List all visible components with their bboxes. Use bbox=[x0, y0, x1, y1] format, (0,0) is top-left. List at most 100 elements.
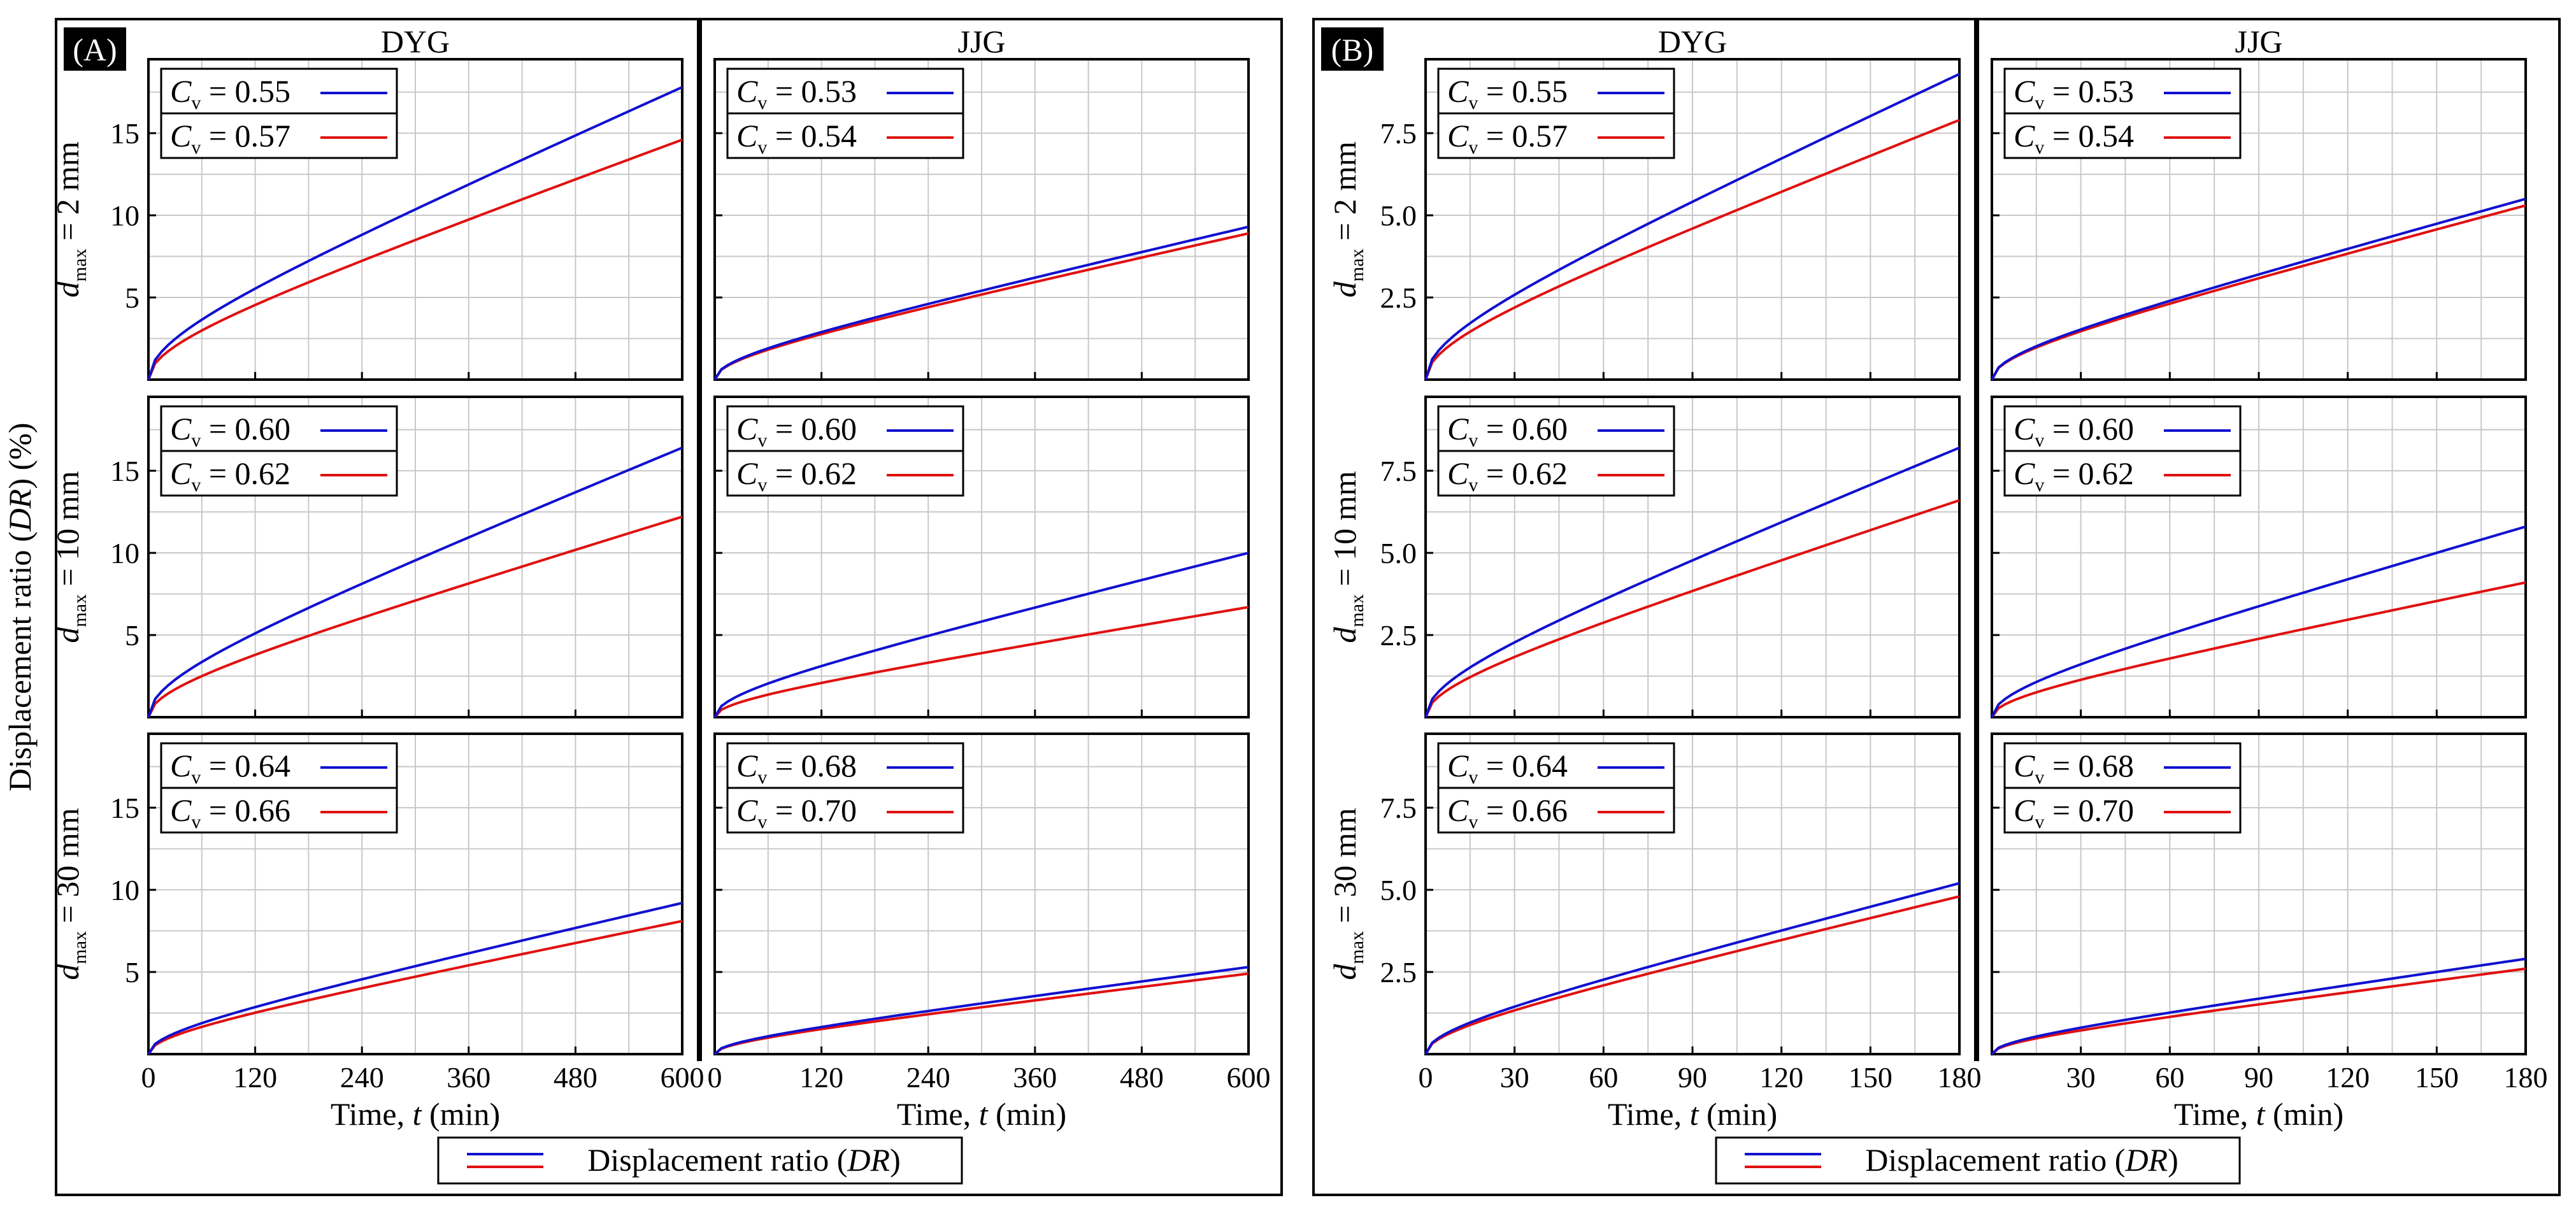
y-tick-label: 2.5 bbox=[1380, 282, 1417, 314]
y-tick-label: 5 bbox=[125, 619, 140, 652]
legend-entry-blue: Cv = 0.53 bbox=[2014, 73, 2134, 113]
panel-a: (A) DYG JJG Displacement ratio (DR) (%) dmax… bbox=[2, 18, 1283, 1196]
plot-frame bbox=[147, 58, 683, 381]
legend-entry-blue: Cv = 0.55 bbox=[170, 73, 290, 113]
x-tick-label: 480 bbox=[1120, 1061, 1164, 1094]
series-line-red bbox=[713, 606, 1249, 718]
row-label: dmax = 30 mm bbox=[50, 808, 90, 980]
legend-entry-blue: Cv = 0.60 bbox=[1447, 411, 1568, 451]
series-line-blue bbox=[147, 86, 683, 380]
y-tick-label: 10 bbox=[110, 874, 140, 906]
column-header-dyg: DYG bbox=[1658, 24, 1727, 59]
y-tick-label: 7.5 bbox=[1380, 117, 1417, 150]
panel-frame bbox=[1312, 18, 2561, 1196]
series-line-blue bbox=[1991, 197, 2526, 380]
legend-entry-red: Cv = 0.70 bbox=[2014, 792, 2134, 832]
series-line-blue bbox=[713, 966, 1249, 1055]
x-tick-label: 240 bbox=[340, 1061, 384, 1094]
series-line-blue bbox=[1424, 882, 1960, 1055]
legend-entry-blue: Cv = 0.60 bbox=[170, 411, 290, 451]
chart-cell: Cv = 0.53 Cv = 0.54 bbox=[713, 58, 1250, 381]
series-line-blue bbox=[713, 225, 1249, 381]
legend-entry-blue: Cv = 0.68 bbox=[2014, 748, 2134, 788]
series-line-red bbox=[1424, 118, 1960, 380]
x-tick-label: 120 bbox=[1759, 1061, 1803, 1094]
series-line-red bbox=[147, 515, 683, 718]
figure-legend: Displacement ratio (DR) bbox=[437, 1136, 963, 1185]
y-tick-label: 5 bbox=[125, 282, 140, 314]
legend-entry-red: Cv = 0.62 bbox=[170, 455, 290, 496]
legend-entry-red: Cv = 0.70 bbox=[736, 792, 857, 832]
legend-entry-blue: Cv = 0.53 bbox=[736, 73, 857, 113]
legend-entry-blue: Cv = 0.64 bbox=[1447, 748, 1568, 788]
series-line-red bbox=[1991, 967, 2526, 1055]
series-line-red bbox=[713, 972, 1249, 1055]
figure-legend-label: Displacement ratio (DR) bbox=[587, 1142, 901, 1178]
series-line-blue bbox=[147, 446, 683, 718]
series-line-red bbox=[147, 138, 683, 380]
x-tick-label: 120 bbox=[2326, 1061, 2370, 1094]
x-tick-label: 600 bbox=[661, 1061, 705, 1094]
cell-legend: Cv = 0.53 Cv = 0.54 bbox=[726, 68, 964, 159]
y-tick-label: 2.5 bbox=[1380, 956, 1417, 989]
x-tick-label: 90 bbox=[1678, 1061, 1707, 1094]
y-tick-label: 5.0 bbox=[1380, 537, 1417, 569]
legend-entry-blue: Cv = 0.60 bbox=[736, 411, 857, 451]
chart-cell: 2.5 5.0 7.5 Cv = 0.55 Cv = 0.57 bbox=[1380, 58, 1961, 381]
x-tick-label: 360 bbox=[447, 1061, 490, 1094]
column-header-dyg: DYG bbox=[381, 24, 450, 59]
figure-legend-box bbox=[1715, 1136, 2241, 1185]
legend-entry-red: Cv = 0.66 bbox=[170, 792, 290, 832]
legend-entry-red: Cv = 0.57 bbox=[170, 118, 290, 158]
plot-frame bbox=[147, 732, 683, 1055]
y-tick-label: 10 bbox=[110, 199, 140, 232]
cell-legend: Cv = 0.55 Cv = 0.57 bbox=[160, 68, 398, 159]
column-header-jjg: JJG bbox=[2235, 24, 2282, 59]
x-tick-label: 60 bbox=[1589, 1061, 1618, 1094]
panel-b: (B) DYG JJG dmax = 2 mm dmax = 10 mm dmax = 3… bbox=[1312, 18, 2561, 1196]
panel-tag-bg bbox=[1321, 27, 1384, 71]
plot-frame bbox=[713, 58, 1250, 381]
legend-entry-red: Cv = 0.57 bbox=[1447, 118, 1568, 158]
series-line-blue bbox=[1991, 525, 2526, 718]
x-tick-label: 0 bbox=[141, 1061, 156, 1094]
x-axis-title: Time, t (min) bbox=[1608, 1096, 1777, 1132]
series-line-blue bbox=[1424, 73, 1960, 380]
x-tick-label: 180 bbox=[1938, 1061, 1982, 1094]
x-tick-label: 120 bbox=[233, 1061, 277, 1094]
legend-entry-blue: Cv = 0.64 bbox=[170, 748, 290, 788]
x-tick-label: 180 bbox=[2504, 1061, 2548, 1094]
x-tick-label: 90 bbox=[2244, 1061, 2273, 1094]
figure-legend-box bbox=[437, 1136, 963, 1185]
x-tick-label: 360 bbox=[1013, 1061, 1057, 1094]
plot-frame bbox=[147, 396, 683, 718]
x-tick-label: 120 bbox=[799, 1061, 843, 1094]
y-tick-label: 7.5 bbox=[1380, 792, 1417, 824]
legend-entry-blue: Cv = 0.55 bbox=[1447, 73, 1568, 113]
y-tick-label: 15 bbox=[110, 455, 140, 487]
legend-entry-red: Cv = 0.62 bbox=[1447, 455, 1568, 496]
legend-entry-red: Cv = 0.62 bbox=[736, 455, 857, 496]
x-tick-label: 30 bbox=[2066, 1061, 2096, 1094]
series-line-blue bbox=[147, 901, 683, 1055]
legend-entry-blue: Cv = 0.68 bbox=[736, 748, 857, 788]
x-tick-label: 600 bbox=[1227, 1061, 1271, 1094]
panel-tag: (B) bbox=[1331, 32, 1374, 68]
x-axis-title: Time, t (min) bbox=[331, 1096, 500, 1132]
x-tick-label: 0 bbox=[1419, 1061, 1433, 1094]
y-tick-label: 15 bbox=[110, 117, 140, 150]
cell-legend: Cv = 0.55 Cv = 0.57 bbox=[1437, 68, 1675, 159]
